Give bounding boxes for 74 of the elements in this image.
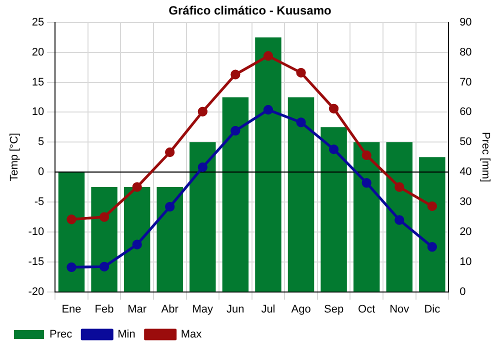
point (394, 215, 404, 225)
x-tick-label: May (192, 303, 214, 316)
point (132, 240, 142, 250)
bar (124, 187, 150, 292)
y2-tick-label: 30 (460, 196, 472, 208)
y2-tick-label: 10 (460, 256, 472, 268)
legend-label: Min (118, 328, 136, 341)
point (296, 118, 306, 128)
point (132, 182, 142, 192)
point (329, 144, 339, 154)
bar (156, 187, 183, 292)
y-tick-label: 0 (38, 166, 44, 178)
y2-tick-label: 60 (460, 106, 472, 118)
y-tick-label: -5 (34, 196, 44, 208)
y-tick-label: 15 (32, 76, 44, 88)
y-tick-label: 5 (38, 136, 44, 148)
x-tick-label: Sep (324, 303, 344, 316)
y-tick-label: -15 (28, 256, 44, 268)
y2-tick-label: 50 (460, 136, 472, 148)
y-tick-label: -10 (28, 226, 44, 238)
x-tick-label: Ene (62, 303, 82, 316)
legend-label: Prec (50, 328, 73, 341)
y-tick-label: 25 (32, 16, 44, 28)
x-tick-label: Mar (128, 303, 147, 316)
y2-axis-title: Prec [mm] (479, 132, 492, 182)
point (66, 262, 76, 272)
x-tick-label: Jun (226, 303, 244, 316)
bar (255, 37, 282, 292)
x-tick-label: Ago (291, 303, 311, 316)
legend-label: Max (180, 328, 202, 341)
point (198, 162, 208, 172)
y-axis-title: Temp [°C] (8, 132, 21, 182)
point (362, 150, 372, 160)
y2-tick-label: 0 (460, 286, 466, 298)
point (394, 182, 404, 192)
y2-tick-label: 20 (460, 226, 472, 238)
y-tick-label: 20 (32, 46, 44, 58)
point (427, 242, 437, 252)
bar (288, 97, 314, 292)
chart-title: Gráfico climático - Kuusamo (168, 4, 332, 18)
point (362, 178, 372, 188)
x-tick-label: Dic (424, 303, 441, 316)
bar (353, 142, 380, 292)
point (329, 104, 339, 114)
x-tick-label: Jul (261, 303, 276, 316)
point (263, 51, 273, 61)
bar (58, 172, 85, 292)
point (66, 214, 76, 224)
point (100, 212, 110, 222)
bar (419, 157, 446, 292)
y2-tick-label: 90 (460, 16, 472, 28)
point (230, 126, 240, 136)
point (230, 70, 240, 80)
bar (386, 142, 412, 292)
y2-tick-label: 70 (460, 76, 472, 88)
point (296, 68, 306, 78)
point (100, 262, 110, 272)
bar (91, 187, 118, 292)
y2-tick-label: 40 (460, 166, 472, 178)
point (198, 106, 208, 116)
point (263, 105, 273, 115)
bar (222, 97, 249, 292)
x-tick-label: Nov (390, 303, 410, 316)
bar (320, 127, 347, 292)
y2-tick-label: 80 (460, 46, 472, 58)
bar (190, 142, 216, 292)
x-tick-label: Feb (94, 303, 114, 316)
y-tick-label: 10 (32, 106, 44, 118)
x-tick-label: Oct (358, 303, 376, 316)
y-tick-label: -20 (28, 286, 44, 298)
point (165, 148, 175, 158)
point (165, 202, 175, 212)
point (427, 201, 437, 211)
x-tick-label: Abr (161, 303, 179, 316)
